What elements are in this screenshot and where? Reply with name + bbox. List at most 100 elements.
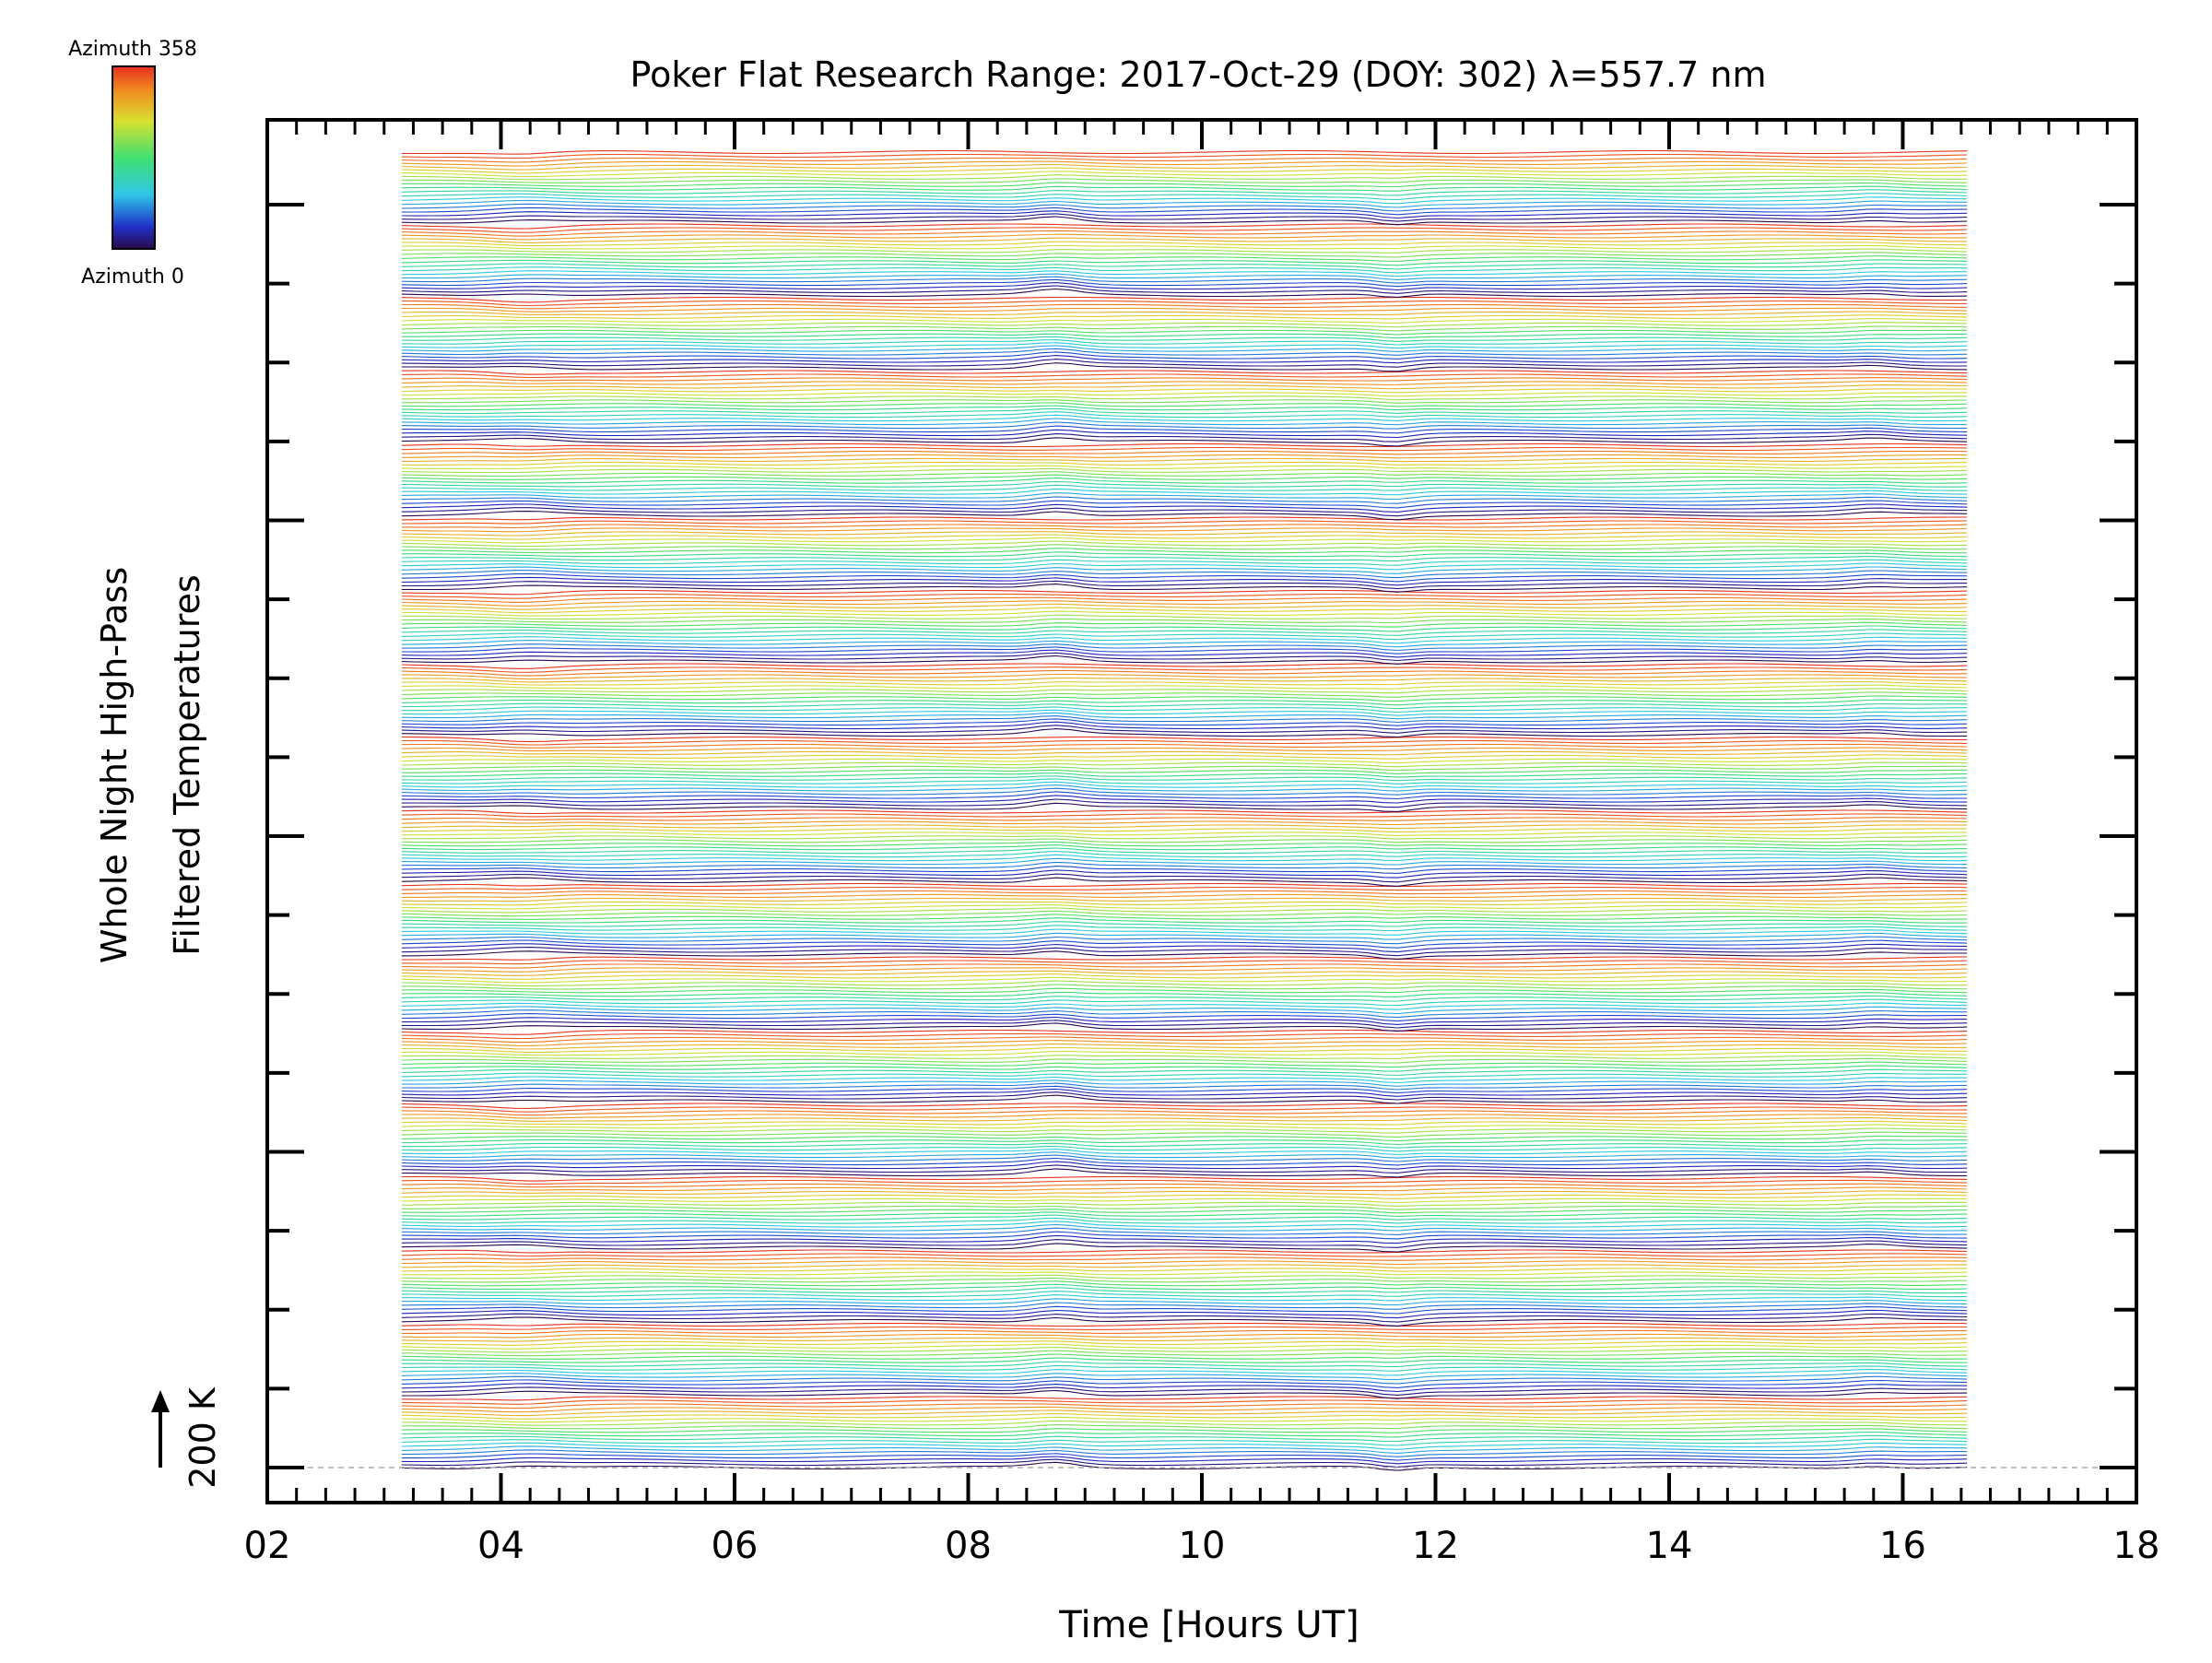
- series-line: [401, 754, 1968, 760]
- series-line: [401, 963, 1968, 969]
- series-line: [401, 149, 1968, 155]
- series-line: [401, 893, 1968, 898]
- series-line: [401, 987, 1968, 994]
- series-line: [401, 182, 1968, 188]
- series-line: [401, 1283, 1968, 1291]
- series-line: [401, 576, 1968, 586]
- series-line: [401, 1211, 1968, 1218]
- series-line: [401, 500, 1968, 509]
- series-line: [401, 230, 1968, 237]
- series-line: [401, 414, 1968, 422]
- series-line: [401, 1264, 1968, 1268]
- series-line: [401, 381, 1968, 385]
- series-line: [401, 970, 1968, 976]
- series-line: [401, 471, 1968, 478]
- series-line: [401, 769, 1968, 774]
- scale-arrow-head: [151, 1390, 170, 1412]
- series-line: [401, 886, 1968, 891]
- x-tick-label: 08: [945, 1525, 992, 1567]
- series-line: [401, 163, 1968, 171]
- x-tick-label: 12: [1412, 1525, 1459, 1567]
- series-line: [401, 241, 1968, 247]
- series-line: [401, 828, 1968, 833]
- series-line: [401, 775, 1968, 782]
- series-line: [401, 1050, 1968, 1056]
- series-line: [401, 171, 1968, 177]
- series-line: [401, 1313, 1968, 1323]
- series-line: [401, 1329, 1968, 1335]
- y-axis-label-line-2: Filtered Temperatures: [167, 574, 207, 955]
- series-line: [401, 1106, 1968, 1113]
- series-line: [401, 442, 1968, 448]
- series-line: [401, 307, 1968, 313]
- series-line: [401, 904, 1968, 910]
- series-line: [401, 1110, 1968, 1116]
- series-line: [401, 507, 1968, 517]
- series-line: [401, 1168, 1968, 1178]
- series-line: [401, 1434, 1968, 1443]
- series-line: [401, 1091, 1968, 1101]
- series-line: [401, 511, 1968, 521]
- series-line: [401, 917, 1968, 924]
- series-line: [401, 1142, 1968, 1149]
- series-line: [401, 1149, 1968, 1156]
- series-line: [401, 1036, 1968, 1044]
- series-line: [401, 841, 1968, 847]
- series-line: [401, 252, 1968, 258]
- series-line: [401, 1268, 1968, 1272]
- series-line: [401, 392, 1968, 397]
- series-line: [401, 1002, 1968, 1010]
- series-line: [401, 1361, 1968, 1368]
- series-line: [401, 980, 1968, 987]
- series-line: [401, 950, 1968, 961]
- series-line: [401, 956, 1968, 961]
- series-line: [401, 1085, 1968, 1094]
- series-line: [401, 167, 1968, 174]
- series-line: [401, 314, 1968, 320]
- series-line: [401, 761, 1968, 768]
- series-line: [401, 584, 1968, 593]
- series-line: [401, 835, 1968, 840]
- series-line: [401, 580, 1968, 590]
- series-line: [401, 1445, 1968, 1454]
- series-line: [401, 1227, 1968, 1235]
- series-line: [401, 370, 1968, 375]
- series-line: [401, 388, 1968, 394]
- series-line: [401, 193, 1968, 201]
- series-line: [401, 288, 1968, 298]
- series-line: [401, 1145, 1968, 1152]
- series-line: [401, 1055, 1968, 1059]
- series-line: [401, 712, 1968, 720]
- series-line: [401, 437, 1968, 447]
- series-line: [401, 967, 1968, 973]
- series-line: [401, 1209, 1968, 1214]
- series-line: [401, 1157, 1968, 1166]
- series-line: [401, 1337, 1968, 1342]
- series-line: [401, 1194, 1968, 1199]
- series-line: [401, 1032, 1968, 1040]
- series-line: [401, 1094, 1968, 1104]
- series-line: [401, 699, 1968, 706]
- x-tick-label: 06: [712, 1525, 759, 1567]
- colorbar: [112, 65, 156, 250]
- series-line: [401, 336, 1968, 342]
- series-line: [401, 311, 1968, 315]
- series-line: [401, 329, 1968, 336]
- series-line: [401, 348, 1968, 356]
- series-line: [401, 1412, 1968, 1420]
- series-line: [401, 1217, 1968, 1224]
- series-line: [401, 747, 1968, 752]
- series-line: [401, 1453, 1968, 1461]
- series-line: [401, 572, 1968, 583]
- series-line: [401, 765, 1968, 772]
- series-line: [401, 1316, 1968, 1327]
- series-line: [401, 861, 1968, 870]
- x-axis-label: Time [Hours UT]: [1058, 1604, 1359, 1646]
- series-line: [401, 534, 1968, 540]
- series-line: [401, 1127, 1968, 1134]
- series-line: [401, 677, 1968, 683]
- series-line: [401, 1068, 1968, 1077]
- series-line: [401, 1305, 1968, 1315]
- x-tick-labels: 02 04 06 08 10 12 14 16 18: [244, 1525, 2160, 1567]
